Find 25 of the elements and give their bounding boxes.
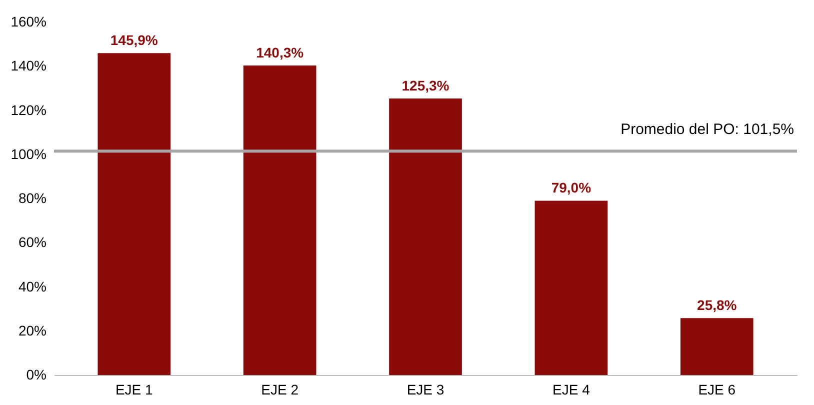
bar [243, 65, 316, 375]
data-label: 79,0% [551, 180, 592, 196]
bar [98, 53, 171, 375]
data-label: 25,8% [697, 297, 738, 314]
bar [534, 200, 608, 375]
x-tick-label: EJE 6 [698, 382, 736, 398]
x-tick-label: EJE 4 [552, 382, 590, 398]
x-tick-label: EJE 2 [261, 382, 299, 398]
x-tick-label: EJE 1 [115, 382, 154, 398]
data-label: 140,3% [256, 44, 304, 60]
data-label: 125,3% [402, 78, 450, 94]
y-tick-label: 40% [18, 278, 46, 294]
bar [389, 98, 462, 375]
y-tick-label: 140% [10, 58, 46, 74]
data-label: 145,9% [110, 32, 158, 48]
ref-line-label: Promedio del PO: 101,5% [620, 121, 794, 138]
y-tick-label: 80% [18, 190, 46, 206]
y-tick-label: 0% [26, 366, 46, 382]
x-tick-label: EJE 3 [406, 382, 444, 398]
y-tick-label: 100% [10, 146, 46, 162]
y-tick-label: 120% [10, 102, 46, 118]
y-tick-label: 20% [18, 322, 46, 338]
bar [680, 318, 754, 375]
y-tick-label: 160% [10, 14, 46, 30]
y-tick-label: 60% [18, 234, 46, 250]
